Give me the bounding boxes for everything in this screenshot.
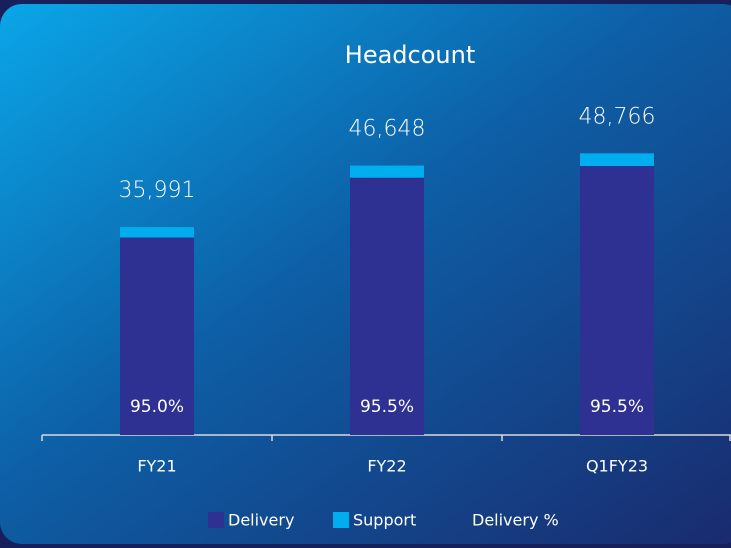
bar-segment [580, 166, 654, 436]
legend-swatch [208, 512, 224, 528]
legend-label: Delivery % [472, 511, 559, 530]
chart-title: Headcount [345, 41, 475, 69]
percent-label: 95.0% [130, 397, 184, 417]
bar-segment [120, 237, 194, 435]
bar-segment [350, 177, 424, 436]
total-label: 48,766 [579, 104, 656, 129]
bar-segment [580, 153, 654, 167]
legend-label: Support [353, 511, 416, 530]
bar-segment [350, 165, 424, 178]
total-label: 35,991 [119, 178, 196, 203]
legend-swatch [333, 512, 349, 528]
percent-label: 95.5% [360, 397, 414, 417]
percent-label: 95.5% [590, 397, 644, 417]
legend-label: Delivery [228, 511, 294, 530]
bar-segment [120, 227, 194, 238]
x-tick-label: FY21 [137, 457, 176, 476]
x-tick-label: FY22 [367, 457, 406, 476]
total-label: 46,648 [349, 117, 426, 142]
x-tick-label: Q1FY23 [586, 457, 648, 476]
